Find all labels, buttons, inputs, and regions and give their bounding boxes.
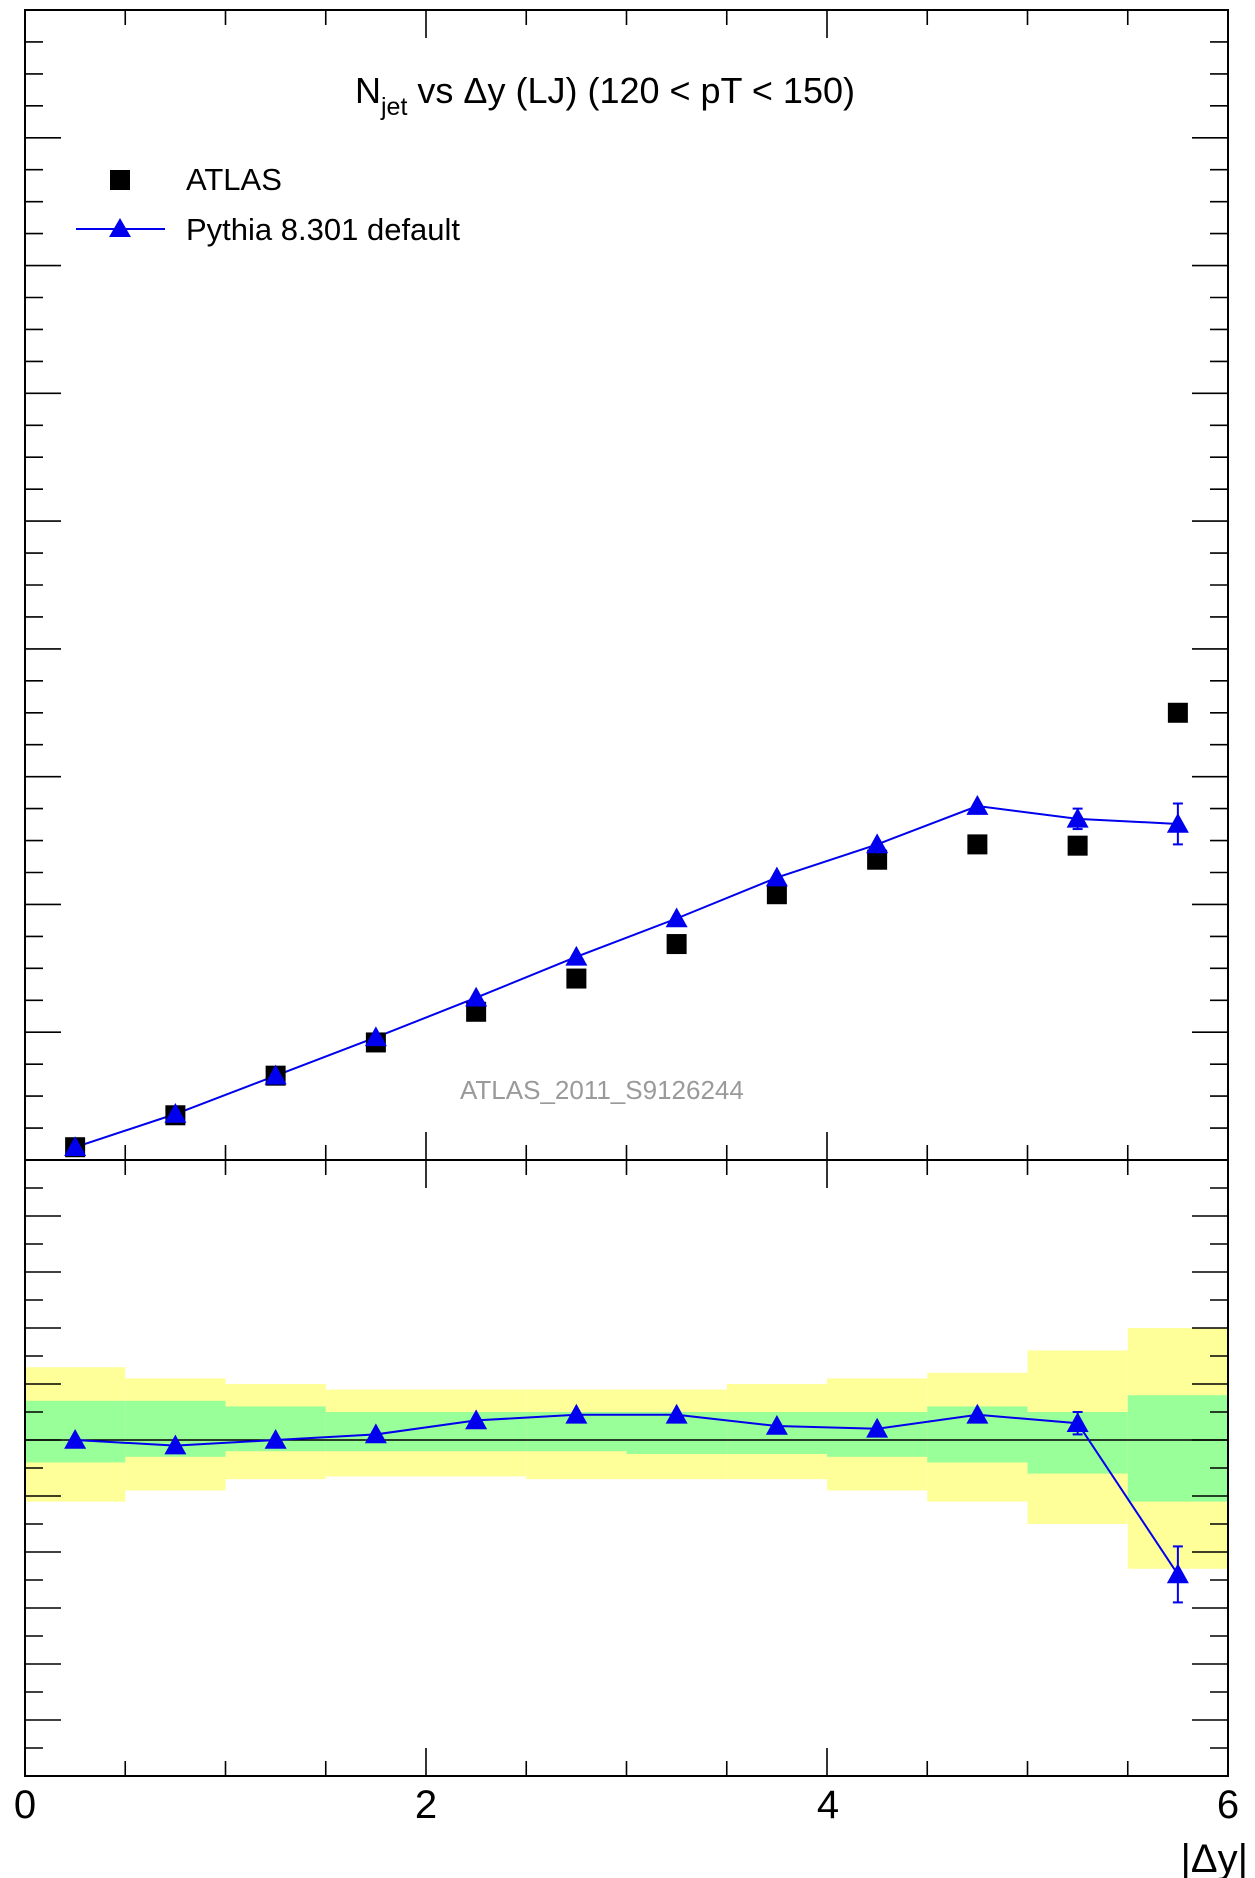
atlas-data-point: [766, 884, 787, 905]
legend-marker-pythia: [109, 218, 131, 237]
legend: ATLAS Pythia 8.301 default: [76, 162, 460, 247]
atlas-data-point: [1067, 835, 1088, 856]
x-tick-label-4: 4: [817, 1783, 839, 1827]
ratio-pythia-line: [75, 1413, 1179, 1575]
pythia-data-point: [665, 907, 688, 928]
pythia-data-point: [64, 1136, 87, 1157]
ratio-pythia-point: [866, 1417, 889, 1438]
pythia-data-point: [1166, 812, 1189, 833]
x-tick-label-0: 0: [14, 1783, 36, 1827]
ratio-pythia-point: [1166, 1563, 1189, 1584]
pythia-line: [74, 805, 1178, 1149]
pythia-data-point: [866, 833, 889, 854]
ratio-pythia-point: [765, 1415, 788, 1435]
legend-marker-atlas: [110, 170, 130, 190]
title-subscript: jet: [380, 93, 407, 121]
x-axis-label: |Δy|: [1181, 1837, 1249, 1878]
x-tick-label-6: 6: [1217, 1783, 1239, 1827]
pythia-data-point: [765, 866, 788, 887]
ratio-pythia-point: [364, 1423, 387, 1444]
pythia-data-point: [264, 1064, 287, 1085]
ratio-pythia-point: [665, 1403, 688, 1424]
chart-title: Njet vs Δy (LJ) (120 < pT < 150): [355, 70, 855, 121]
ratio-pythia-point: [164, 1434, 187, 1455]
ratio-pythia-point: [1066, 1412, 1089, 1432]
atlas-data-point: [466, 1001, 487, 1022]
atlas-data-point: [1167, 702, 1188, 723]
atlas-data-point: [566, 968, 587, 989]
x-tick-label-2: 2: [415, 1783, 437, 1827]
pythia-data-point: [1066, 807, 1089, 828]
ratio-pythia-point: [64, 1429, 87, 1449]
ratio-pythia-point: [966, 1403, 989, 1424]
pythia-data-point: [364, 1026, 387, 1047]
pythia-data-point: [465, 986, 488, 1007]
ratio-pythia-point: [264, 1429, 287, 1449]
ratio-pythia-point: [465, 1409, 488, 1430]
ratio-panel: [24, 1159, 1229, 1777]
title-main: N: [355, 70, 381, 111]
atlas-data-point: [666, 934, 687, 955]
title-rest: vs Δy (LJ) (120 < pT < 150): [407, 70, 855, 111]
atlas-data-point: [867, 849, 888, 870]
ratio-pythia-point: [565, 1403, 588, 1424]
legend-label-pythia: Pythia 8.301 default: [186, 212, 460, 247]
pythia-data-point: [966, 795, 989, 815]
watermark-label: ATLAS_2011_S9126244: [460, 1075, 744, 1105]
legend-label-atlas: ATLAS: [186, 162, 282, 197]
pythia-data-point: [565, 945, 588, 966]
atlas-data-point: [967, 834, 988, 855]
pythia-data-point: [164, 1103, 187, 1123]
ratio-inner-band-bin: [1127, 1395, 1228, 1502]
